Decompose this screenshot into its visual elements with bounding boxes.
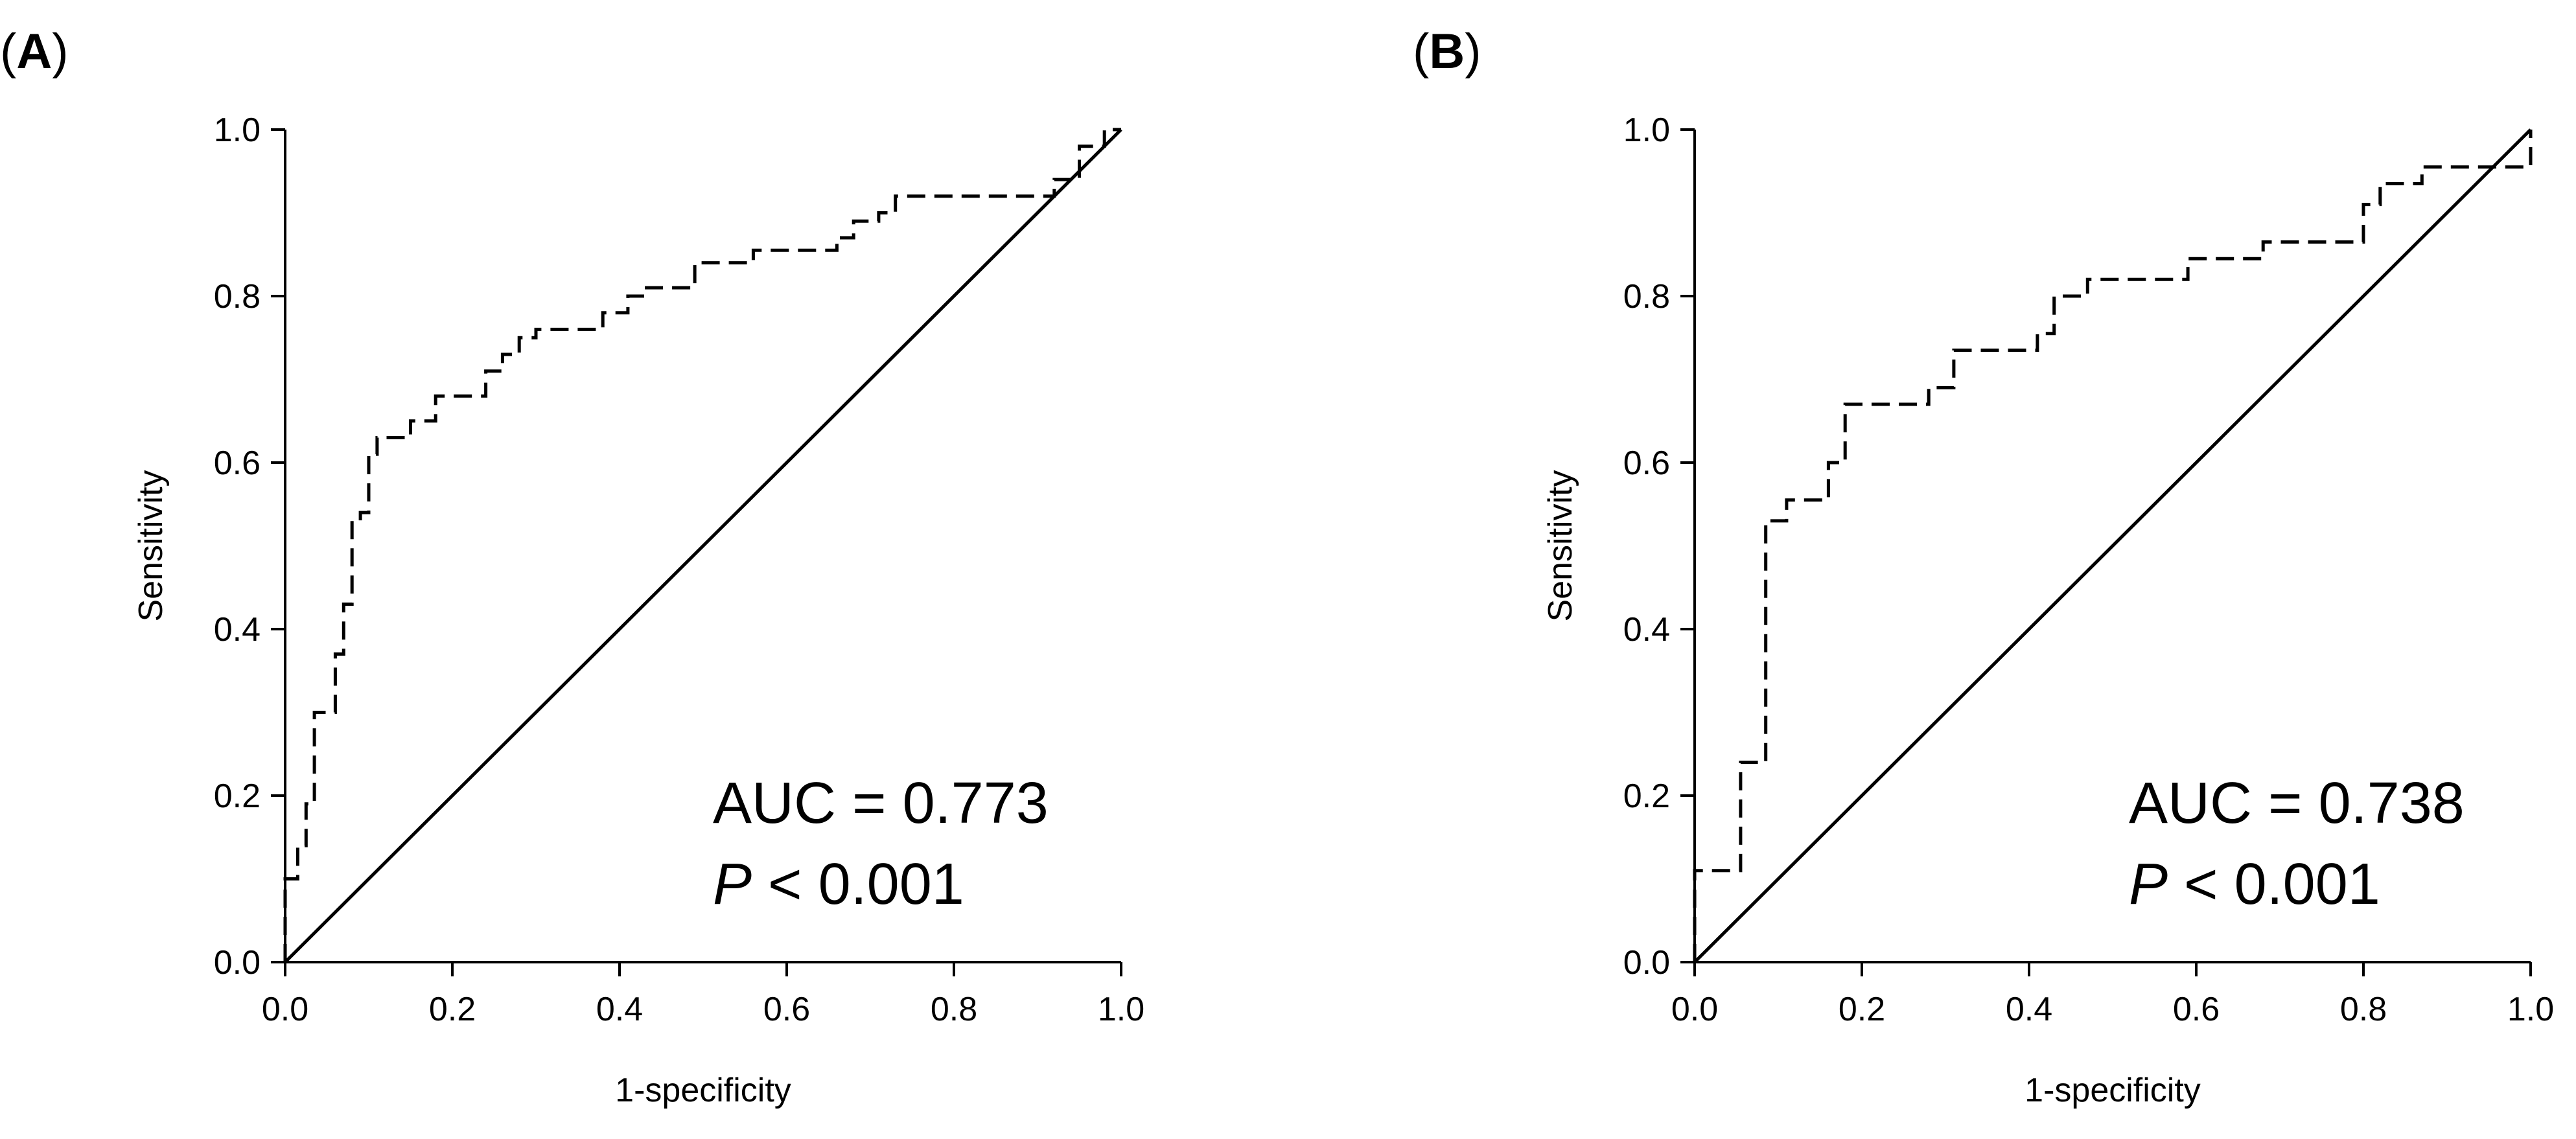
p-value-annotation: P < 0.001	[713, 852, 964, 917]
x-tick-label: 0.2	[1839, 991, 1885, 1028]
panel-label: (B)	[1413, 24, 1481, 79]
y-tick-label: 0.2	[214, 777, 261, 815]
auc-annotation: AUC = 0.738	[2129, 771, 2465, 836]
y-axis-title: Sensitivity	[1542, 470, 1579, 621]
y-tick-label: 1.0	[214, 111, 261, 149]
y-tick-label: 0.2	[1623, 777, 1670, 815]
y-tick-label: 0.8	[1623, 278, 1670, 316]
panel-label: (A)	[0, 24, 69, 79]
reference-diagonal-line	[284, 128, 1122, 963]
y-tick-label: 1.0	[1623, 111, 1670, 149]
panel-label-open: (	[0, 24, 16, 79]
y-tick-label: 0.6	[1623, 444, 1670, 482]
x-tick-label: 0.2	[429, 991, 476, 1028]
x-tick-label: 0.0	[1671, 991, 1718, 1028]
x-tick-label: 0.6	[2173, 991, 2220, 1028]
y-tick-label: 0.0	[1623, 944, 1670, 982]
panel-label-letter: A	[16, 24, 52, 79]
y-tick-label: 0.4	[1623, 611, 1670, 649]
x-tick-label: 0.4	[2006, 991, 2052, 1028]
x-tick-label: 0.8	[931, 991, 977, 1028]
x-tick-label: 0.8	[2340, 991, 2387, 1028]
y-tick-label: 0.4	[214, 611, 261, 649]
panel-label-letter: B	[1429, 24, 1465, 79]
x-axis-title: 1-specificity	[615, 1072, 791, 1109]
reference-diagonal-line	[1693, 128, 2532, 963]
x-tick-label: 1.0	[1098, 991, 1144, 1028]
y-tick-label: 0.0	[214, 944, 261, 982]
panel-label-close: )	[1465, 24, 1481, 79]
p-value: < 0.001	[2168, 852, 2380, 917]
y-tick-label: 0.6	[214, 444, 261, 482]
roc-curve-line	[1693, 130, 2533, 962]
p-symbol: P	[713, 852, 752, 917]
x-tick-label: 0.4	[596, 991, 643, 1028]
panel-label-open: (	[1413, 24, 1429, 79]
y-axis-title: Sensitivity	[132, 470, 170, 621]
roc-curve-line	[283, 128, 1121, 962]
x-axis-title: 1-specificity	[2025, 1072, 2201, 1109]
p-symbol: P	[2129, 852, 2168, 917]
chart-panel-a: (A) 0.0 0.2 0.4 0.6 0.8 1.0 0.0 0.2 0.4 0.6 0.8 1.0 1…	[0, 24, 1144, 1109]
p-value-annotation: P < 0.001	[2129, 852, 2380, 917]
y-tick-label: 0.8	[214, 278, 261, 316]
x-tick-label: 1.0	[2507, 991, 2554, 1028]
panel-label-close: )	[52, 24, 68, 79]
auc-annotation: AUC = 0.773	[713, 771, 1049, 836]
chart-panel-b: (B) 0.0 0.2 0.4 0.6 0.8 1.0 0.0 0.2 0.4 0.6 0.8 1.0 1…	[1413, 24, 2554, 1109]
x-tick-label: 0.0	[262, 991, 308, 1028]
x-tick-label: 0.6	[763, 991, 810, 1028]
p-value: < 0.001	[752, 852, 964, 917]
